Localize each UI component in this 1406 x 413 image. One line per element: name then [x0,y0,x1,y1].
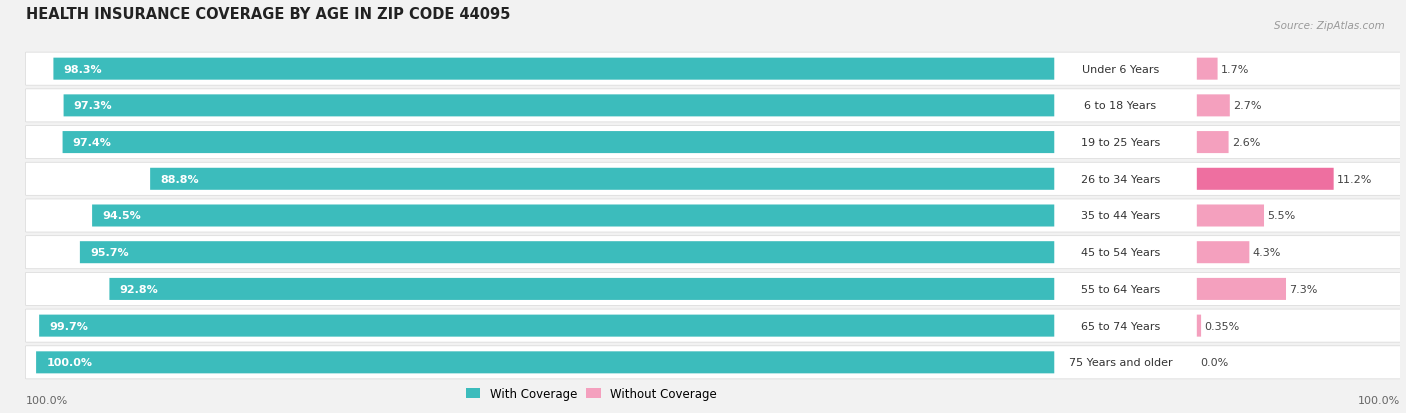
Text: 1.7%: 1.7% [1220,64,1249,74]
Text: 92.8%: 92.8% [120,284,159,294]
Text: 4.3%: 4.3% [1253,248,1281,258]
Text: 35 to 44 Years: 35 to 44 Years [1081,211,1160,221]
Text: HEALTH INSURANCE COVERAGE BY AGE IN ZIP CODE 44095: HEALTH INSURANCE COVERAGE BY AGE IN ZIP … [25,7,510,22]
Text: 19 to 25 Years: 19 to 25 Years [1081,138,1160,148]
FancyBboxPatch shape [25,90,1400,123]
Text: 7.3%: 7.3% [1289,284,1317,294]
Legend: With Coverage, Without Coverage: With Coverage, Without Coverage [461,382,721,404]
FancyBboxPatch shape [1197,242,1250,263]
FancyBboxPatch shape [25,346,1400,379]
FancyBboxPatch shape [1197,278,1286,300]
FancyBboxPatch shape [93,205,1054,227]
Text: 97.3%: 97.3% [73,101,112,111]
FancyBboxPatch shape [25,236,1400,269]
FancyBboxPatch shape [80,242,1054,263]
Text: 65 to 74 Years: 65 to 74 Years [1081,321,1160,331]
FancyBboxPatch shape [39,315,1054,337]
FancyBboxPatch shape [1197,59,1218,81]
Text: 2.6%: 2.6% [1232,138,1260,148]
FancyBboxPatch shape [25,309,1400,342]
Text: 0.35%: 0.35% [1204,321,1240,331]
Text: 0.0%: 0.0% [1199,358,1227,368]
FancyBboxPatch shape [25,53,1400,86]
FancyBboxPatch shape [63,95,1054,117]
FancyBboxPatch shape [1197,205,1264,227]
Text: 26 to 34 Years: 26 to 34 Years [1081,174,1160,184]
FancyBboxPatch shape [25,199,1400,233]
Text: 55 to 64 Years: 55 to 64 Years [1081,284,1160,294]
Text: 100.0%: 100.0% [46,358,93,368]
Text: 75 Years and older: 75 Years and older [1069,358,1173,368]
Text: 6 to 18 Years: 6 to 18 Years [1084,101,1157,111]
Text: 2.7%: 2.7% [1233,101,1261,111]
FancyBboxPatch shape [25,126,1400,159]
Text: 98.3%: 98.3% [63,64,103,74]
FancyBboxPatch shape [63,132,1054,154]
Text: Under 6 Years: Under 6 Years [1081,64,1159,74]
Text: 97.4%: 97.4% [73,138,111,148]
Text: 94.5%: 94.5% [103,211,141,221]
Text: 99.7%: 99.7% [49,321,89,331]
FancyBboxPatch shape [1197,315,1201,337]
Text: 100.0%: 100.0% [1358,395,1400,406]
FancyBboxPatch shape [1197,169,1334,190]
Text: 11.2%: 11.2% [1337,174,1372,184]
Text: 45 to 54 Years: 45 to 54 Years [1081,248,1160,258]
Text: 5.5%: 5.5% [1267,211,1295,221]
Text: Source: ZipAtlas.com: Source: ZipAtlas.com [1274,21,1385,31]
FancyBboxPatch shape [25,163,1400,196]
FancyBboxPatch shape [25,273,1400,306]
FancyBboxPatch shape [150,169,1054,190]
Text: 100.0%: 100.0% [25,395,67,406]
Text: 88.8%: 88.8% [160,174,198,184]
FancyBboxPatch shape [37,351,1054,373]
FancyBboxPatch shape [53,59,1054,81]
FancyBboxPatch shape [1197,132,1229,154]
FancyBboxPatch shape [1197,95,1230,117]
FancyBboxPatch shape [110,278,1054,300]
Text: 95.7%: 95.7% [90,248,129,258]
